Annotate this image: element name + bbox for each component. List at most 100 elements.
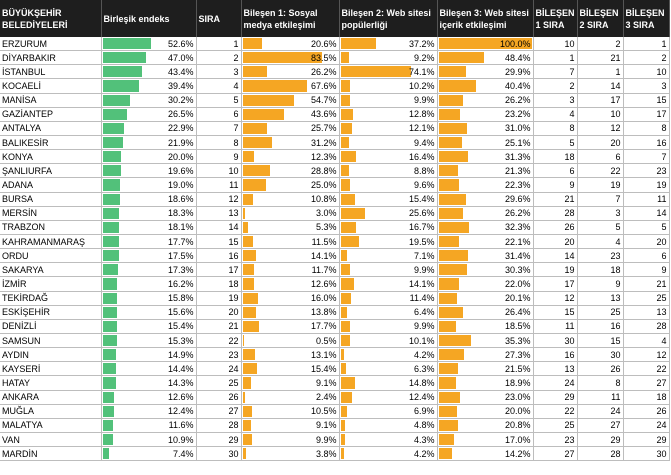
cell-component-1-rank: 26 <box>533 220 578 235</box>
value-bar <box>340 52 350 64</box>
value-bar <box>438 207 463 219</box>
cell-value: 11 <box>229 179 239 190</box>
cell-component-2: 12.8% <box>339 107 438 122</box>
cell-value: 14 <box>564 250 575 261</box>
cell-value: 9.2% <box>413 52 435 63</box>
value-bar <box>340 278 354 290</box>
cell-component-2: 12.4% <box>339 390 438 405</box>
cell-municipality: MALATYA <box>0 418 102 433</box>
cell-component-2: 9.9% <box>339 262 438 278</box>
value-bar <box>438 136 462 149</box>
cell-municipality: MANİSA <box>0 93 102 108</box>
cell-component-1-rank: 9 <box>533 177 578 193</box>
cell-value: 11 <box>565 321 575 332</box>
cell-value: 27 <box>564 448 575 459</box>
value-bar <box>102 66 143 78</box>
value-bar <box>102 207 120 219</box>
header-component-3: Bileşen 3: Web sitesi içerik etkileşimi <box>437 0 534 37</box>
cell-component-3-rank: 21 <box>623 276 670 292</box>
cell-value: 22 <box>610 165 621 176</box>
cell-value: KAYSERİ <box>2 363 41 374</box>
table-row: MALATYA 11.6% 28 9.1% 4.8% 20.8% 25 27 24 <box>0 418 670 433</box>
cell-value: 18.6% <box>167 194 194 205</box>
cell-combined-index: 18.6% <box>101 192 197 207</box>
cell-component-3-rank: 22 <box>623 361 670 377</box>
cell-value: 30 <box>228 448 239 459</box>
cell-component-3-rank: 20 <box>623 234 670 250</box>
cell-value: 17 <box>656 109 667 120</box>
cell-value: 19.0% <box>167 179 194 190</box>
cell-component-3: 48.4% <box>437 50 534 66</box>
cell-component-1: 16.0% <box>241 291 340 306</box>
cell-component-3-rank: 19 <box>623 177 670 193</box>
cell-rank: 1 <box>196 37 242 52</box>
cell-component-2-rank: 19 <box>577 177 624 193</box>
cell-value: 32.3% <box>504 222 531 233</box>
cell-value: 29.9% <box>504 66 531 77</box>
cell-value: 22 <box>228 335 239 346</box>
cell-value: 10.2% <box>408 80 435 91</box>
header-combined-index: Birleşik endeks <box>101 0 197 37</box>
cell-rank: 18 <box>196 276 242 292</box>
cell-value: 23 <box>610 250 621 261</box>
value-bar <box>438 38 532 50</box>
cell-value: 19 <box>228 293 239 304</box>
cell-value: 7 <box>569 66 575 77</box>
cell-value: 25.1% <box>504 137 531 148</box>
cell-value: 47.0% <box>167 52 194 63</box>
cell-value: 12 <box>228 194 239 205</box>
table-row: AYDIN 14.9% 23 13.1% 4.2% 27.3% 16 30 12 <box>0 347 670 363</box>
cell-component-2-rank: 10 <box>577 107 624 122</box>
cell-value: 12.6% <box>310 278 337 289</box>
cell-value: 20 <box>228 307 239 318</box>
cell-component-1-rank: 4 <box>533 107 578 122</box>
cell-value: 26.5% <box>167 109 194 120</box>
cell-component-2-rank: 6 <box>577 149 624 165</box>
value-bar <box>340 250 348 262</box>
cell-value: BALIKESİR <box>2 137 49 148</box>
cell-component-1: 9.1% <box>241 418 340 433</box>
cell-municipality: MUĞLA <box>0 404 102 419</box>
cell-value: 5 <box>233 95 239 106</box>
cell-value: 8.8% <box>413 165 435 176</box>
cell-value: 27 <box>610 420 621 431</box>
cell-component-3: 27.3% <box>437 347 534 363</box>
cell-municipality: SAMSUN <box>0 333 102 349</box>
cell-municipality: GAZİANTEP <box>0 107 102 122</box>
value-bar <box>102 292 118 304</box>
table-row: MARDİN 7.4% 30 3.8% 4.2% 14.2% 27 28 30 <box>0 446 670 462</box>
cell-component-1-rank: 13 <box>533 361 578 377</box>
value-bar <box>438 250 468 262</box>
cell-value: 9.1% <box>315 377 337 388</box>
cell-value: 25.6% <box>408 208 435 219</box>
cell-component-1: 10.5% <box>241 404 340 419</box>
cell-rank: 16 <box>196 248 242 264</box>
cell-value: 21 <box>228 321 239 332</box>
cell-value: MERSİN <box>2 208 38 219</box>
cell-value: 7 <box>233 123 239 134</box>
value-bar <box>438 306 464 318</box>
value-bar <box>242 405 253 417</box>
table-row: TRABZON 18.1% 14 5.3% 16.7% 32.3% 26 5 5 <box>0 220 670 235</box>
cell-combined-index: 15.3% <box>101 333 197 349</box>
cell-component-2-rank: 28 <box>577 446 624 462</box>
cell-component-2-rank: 15 <box>577 333 624 349</box>
cell-component-2: 9.4% <box>339 135 438 151</box>
cell-value: 12 <box>656 349 667 360</box>
cell-value: 31.2% <box>310 137 337 148</box>
cell-value: 13 <box>228 208 239 219</box>
cell-component-2: 9.6% <box>339 177 438 193</box>
cell-municipality: KONYA <box>0 149 102 165</box>
value-bar <box>340 433 345 446</box>
cell-value: 13 <box>610 293 621 304</box>
cell-value: 3.8% <box>315 448 337 459</box>
cell-component-2: 16.7% <box>339 220 438 235</box>
cell-value: 7.1% <box>413 250 435 261</box>
cell-value: 14.3% <box>167 377 194 388</box>
value-bar <box>438 221 469 233</box>
cell-value: 10 <box>656 66 667 77</box>
cell-municipality: ESKİŞEHİR <box>0 305 102 320</box>
cell-value: 25 <box>610 307 621 318</box>
value-bar <box>102 94 131 106</box>
cell-component-1-rank: 1 <box>533 50 578 66</box>
